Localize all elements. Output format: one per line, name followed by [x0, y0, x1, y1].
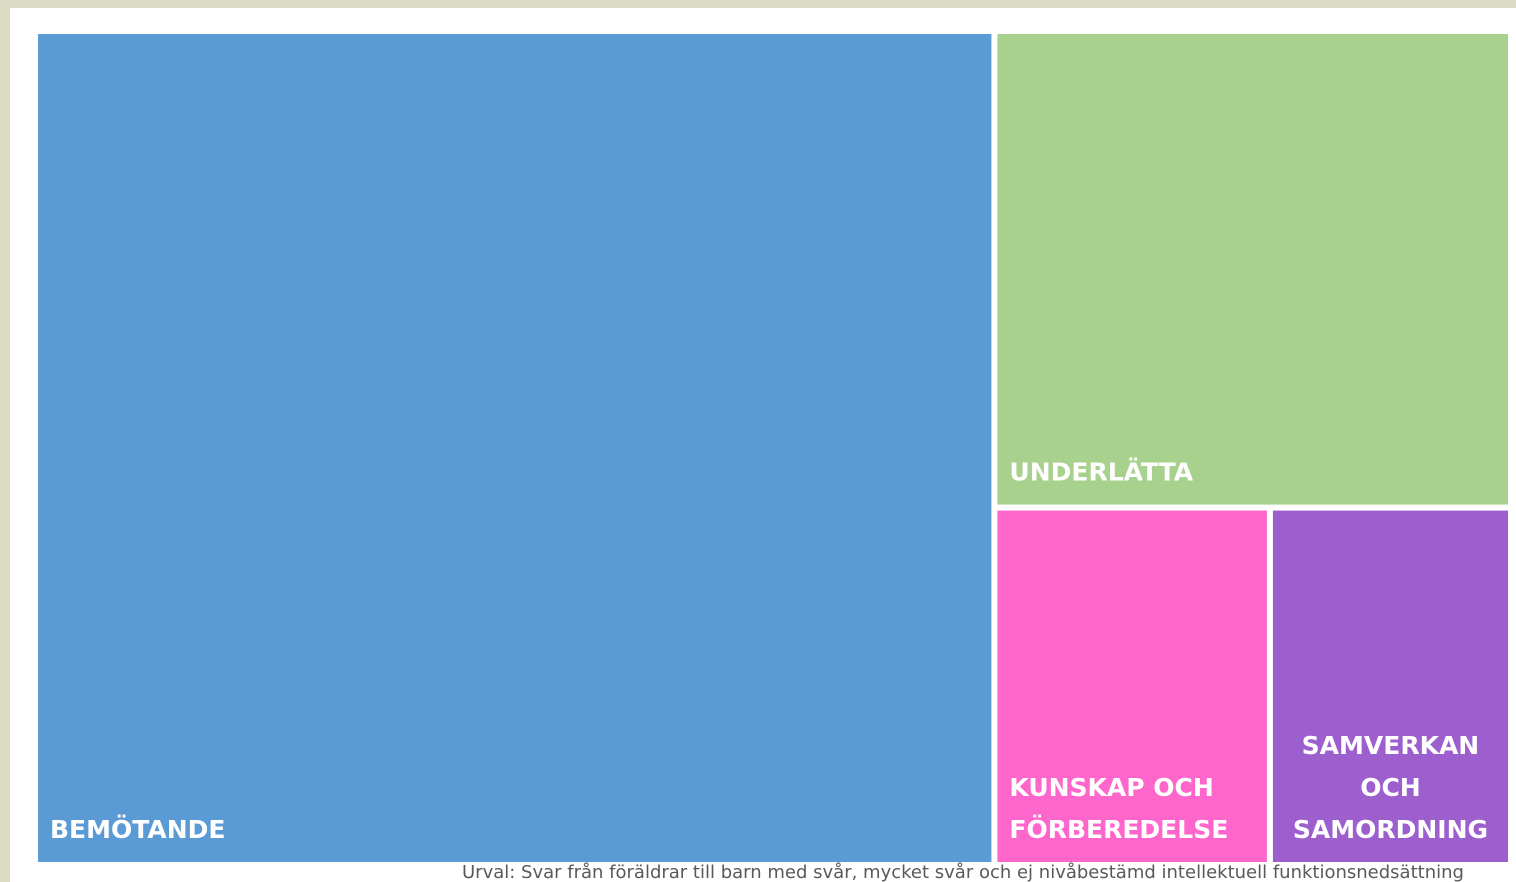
treemap-cell — [1272, 510, 1508, 862]
treemap-cell — [997, 34, 1508, 505]
cell-label: SAMVERKAN OCH SAMORDNING — [1293, 731, 1488, 844]
cell-label: KUNSKAP OCH FÖRBEREDELSE — [1009, 773, 1228, 844]
note: Urval: Svar från föräldrar till barn med… — [462, 862, 1464, 882]
treemap-cell — [38, 34, 992, 862]
cell-label: BEMÖTANDE — [50, 814, 225, 844]
cell-label: UNDERLÄTTA — [1009, 457, 1193, 487]
treemap-cell — [997, 510, 1267, 862]
